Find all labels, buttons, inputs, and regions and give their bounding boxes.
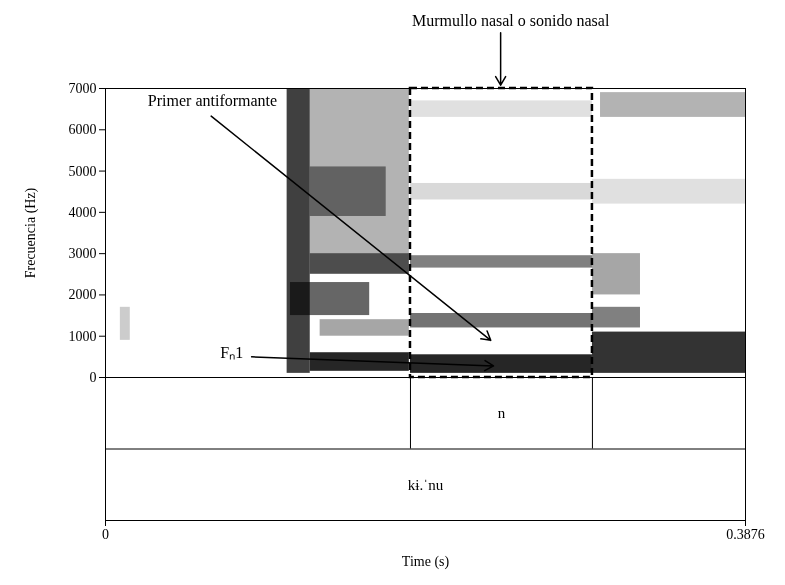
svg-text:6000: 6000	[69, 122, 97, 137]
svg-text:4000: 4000	[69, 205, 97, 220]
svg-text:7000: 7000	[69, 81, 97, 96]
svg-text:n: n	[498, 405, 506, 421]
svg-text:Fₙ1: Fₙ1	[220, 344, 243, 361]
svg-text:0: 0	[90, 370, 97, 385]
svg-text:Murmullo nasal o sonido nasal: Murmullo nasal o sonido nasal	[412, 12, 610, 29]
svg-text:0.3876: 0.3876	[726, 527, 765, 542]
svg-text:Frecuencia (Hz): Frecuencia (Hz)	[23, 187, 39, 278]
svg-text:Primer antiformante: Primer antiformante	[148, 92, 277, 109]
svg-text:5000: 5000	[69, 164, 97, 179]
svg-text:kɨ.ˈnu: kɨ.ˈnu	[408, 477, 444, 493]
svg-text:Time (s): Time (s)	[402, 554, 450, 570]
svg-text:2000: 2000	[69, 287, 97, 302]
svg-text:3000: 3000	[69, 246, 97, 261]
svg-text:1000: 1000	[69, 329, 97, 344]
svg-text:0: 0	[102, 527, 109, 542]
